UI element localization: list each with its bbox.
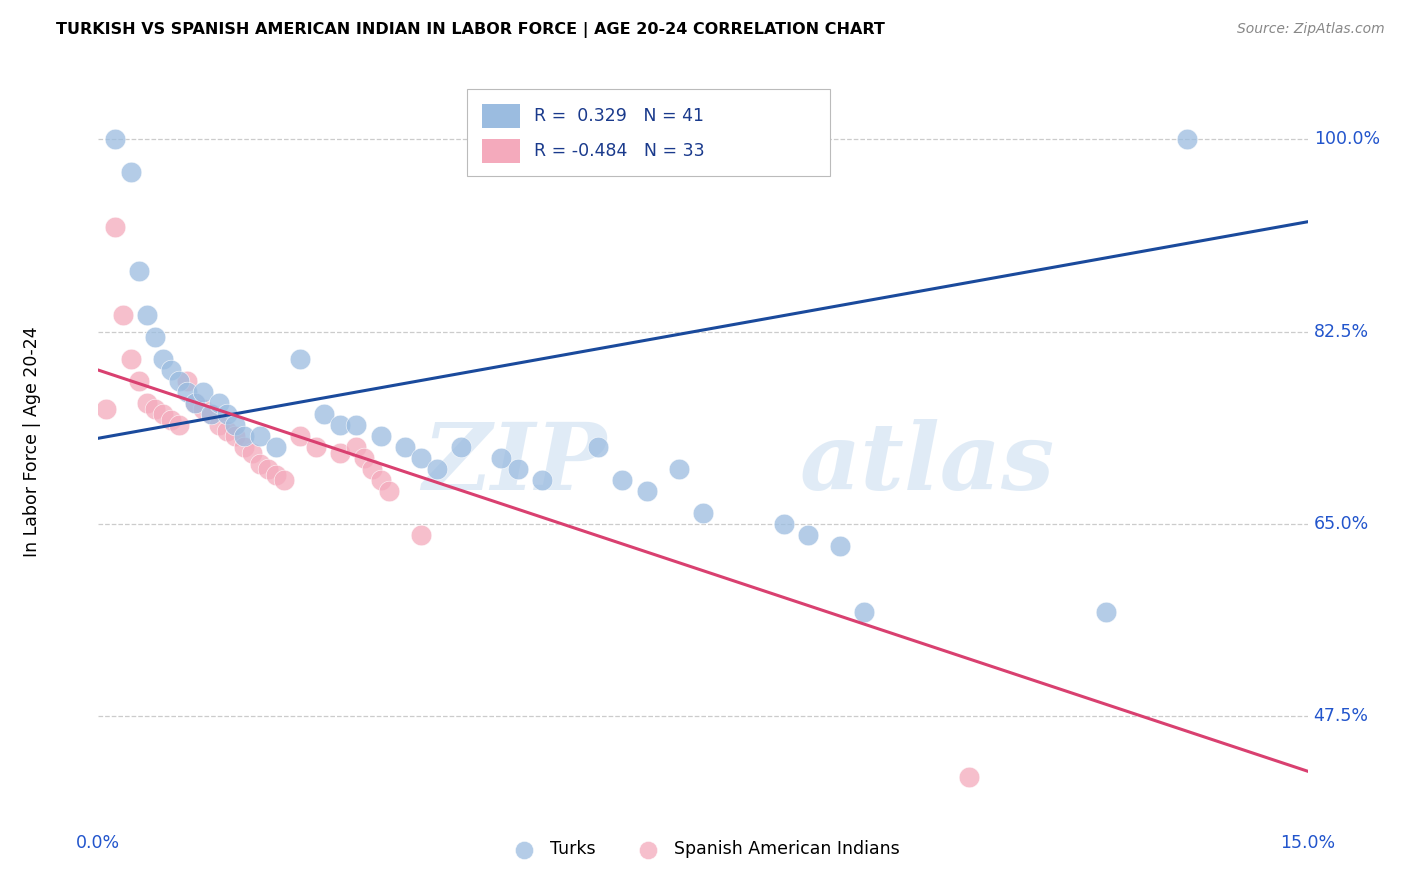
Point bbox=[135, 308, 157, 322]
Point bbox=[128, 374, 150, 388]
Point bbox=[853, 605, 876, 619]
Point bbox=[636, 483, 658, 498]
Point bbox=[288, 352, 311, 367]
Point bbox=[426, 462, 449, 476]
Point bbox=[772, 516, 794, 531]
Point bbox=[314, 407, 336, 421]
Point bbox=[217, 424, 239, 438]
Point bbox=[176, 374, 198, 388]
Text: R = -0.484   N = 33: R = -0.484 N = 33 bbox=[534, 142, 704, 161]
Point bbox=[96, 401, 118, 416]
Point bbox=[329, 445, 352, 459]
Text: atlas: atlas bbox=[800, 419, 1054, 509]
Point bbox=[152, 352, 174, 367]
Point bbox=[370, 473, 392, 487]
Point bbox=[184, 396, 207, 410]
Point bbox=[160, 363, 183, 377]
Legend: Turks, Spanish American Indians: Turks, Spanish American Indians bbox=[499, 833, 907, 865]
Text: 47.5%: 47.5% bbox=[1313, 707, 1368, 725]
Point bbox=[135, 396, 157, 410]
Point bbox=[797, 528, 820, 542]
Point bbox=[193, 385, 215, 400]
Text: 65.0%: 65.0% bbox=[1313, 515, 1369, 533]
Point bbox=[491, 450, 513, 465]
Point bbox=[120, 165, 142, 179]
Point bbox=[370, 429, 392, 443]
Point bbox=[249, 457, 271, 471]
Point bbox=[160, 412, 183, 426]
Point bbox=[828, 539, 851, 553]
Point bbox=[344, 440, 367, 454]
Bar bbox=[482, 139, 520, 163]
Point bbox=[120, 352, 142, 367]
Text: Source: ZipAtlas.com: Source: ZipAtlas.com bbox=[1237, 22, 1385, 37]
Text: 15.0%: 15.0% bbox=[1279, 834, 1336, 852]
Point bbox=[329, 418, 352, 433]
Point bbox=[184, 396, 207, 410]
Point bbox=[361, 462, 384, 476]
Point bbox=[692, 506, 714, 520]
Point bbox=[450, 440, 472, 454]
Point bbox=[506, 462, 529, 476]
Point bbox=[143, 401, 166, 416]
Point bbox=[249, 429, 271, 443]
Point bbox=[224, 418, 246, 433]
Point bbox=[167, 374, 190, 388]
Point bbox=[305, 440, 328, 454]
Point bbox=[409, 528, 432, 542]
Point bbox=[273, 473, 295, 487]
Point bbox=[152, 407, 174, 421]
Point bbox=[128, 264, 150, 278]
Point bbox=[957, 770, 980, 784]
Point bbox=[111, 308, 134, 322]
Point bbox=[256, 462, 278, 476]
Point bbox=[353, 450, 375, 465]
Point bbox=[586, 440, 609, 454]
Point bbox=[264, 467, 287, 482]
Point bbox=[240, 445, 263, 459]
Text: 0.0%: 0.0% bbox=[76, 834, 121, 852]
Point bbox=[103, 220, 125, 235]
Point bbox=[394, 440, 416, 454]
Point bbox=[176, 385, 198, 400]
Point bbox=[232, 440, 254, 454]
Point bbox=[224, 429, 246, 443]
Point bbox=[167, 418, 190, 433]
Point bbox=[103, 132, 125, 146]
Text: ZIP: ZIP bbox=[422, 419, 606, 509]
Point bbox=[200, 407, 222, 421]
Point bbox=[612, 473, 634, 487]
Point bbox=[288, 429, 311, 443]
Point bbox=[377, 483, 399, 498]
Point bbox=[344, 418, 367, 433]
Point bbox=[409, 450, 432, 465]
Point bbox=[1175, 132, 1198, 146]
Point bbox=[200, 407, 222, 421]
Bar bbox=[482, 104, 520, 128]
Text: In Labor Force | Age 20-24: In Labor Force | Age 20-24 bbox=[22, 326, 41, 557]
FancyBboxPatch shape bbox=[467, 89, 830, 177]
Text: R =  0.329   N = 41: R = 0.329 N = 41 bbox=[534, 106, 704, 125]
Point bbox=[143, 330, 166, 344]
Point bbox=[208, 418, 231, 433]
Text: 100.0%: 100.0% bbox=[1313, 130, 1379, 148]
Text: TURKISH VS SPANISH AMERICAN INDIAN IN LABOR FORCE | AGE 20-24 CORRELATION CHART: TURKISH VS SPANISH AMERICAN INDIAN IN LA… bbox=[56, 22, 886, 38]
Text: 82.5%: 82.5% bbox=[1313, 323, 1369, 341]
Point bbox=[1095, 605, 1118, 619]
Point bbox=[668, 462, 690, 476]
Point bbox=[232, 429, 254, 443]
Point bbox=[217, 407, 239, 421]
Point bbox=[208, 396, 231, 410]
Point bbox=[530, 473, 553, 487]
Point bbox=[193, 401, 215, 416]
Point bbox=[264, 440, 287, 454]
